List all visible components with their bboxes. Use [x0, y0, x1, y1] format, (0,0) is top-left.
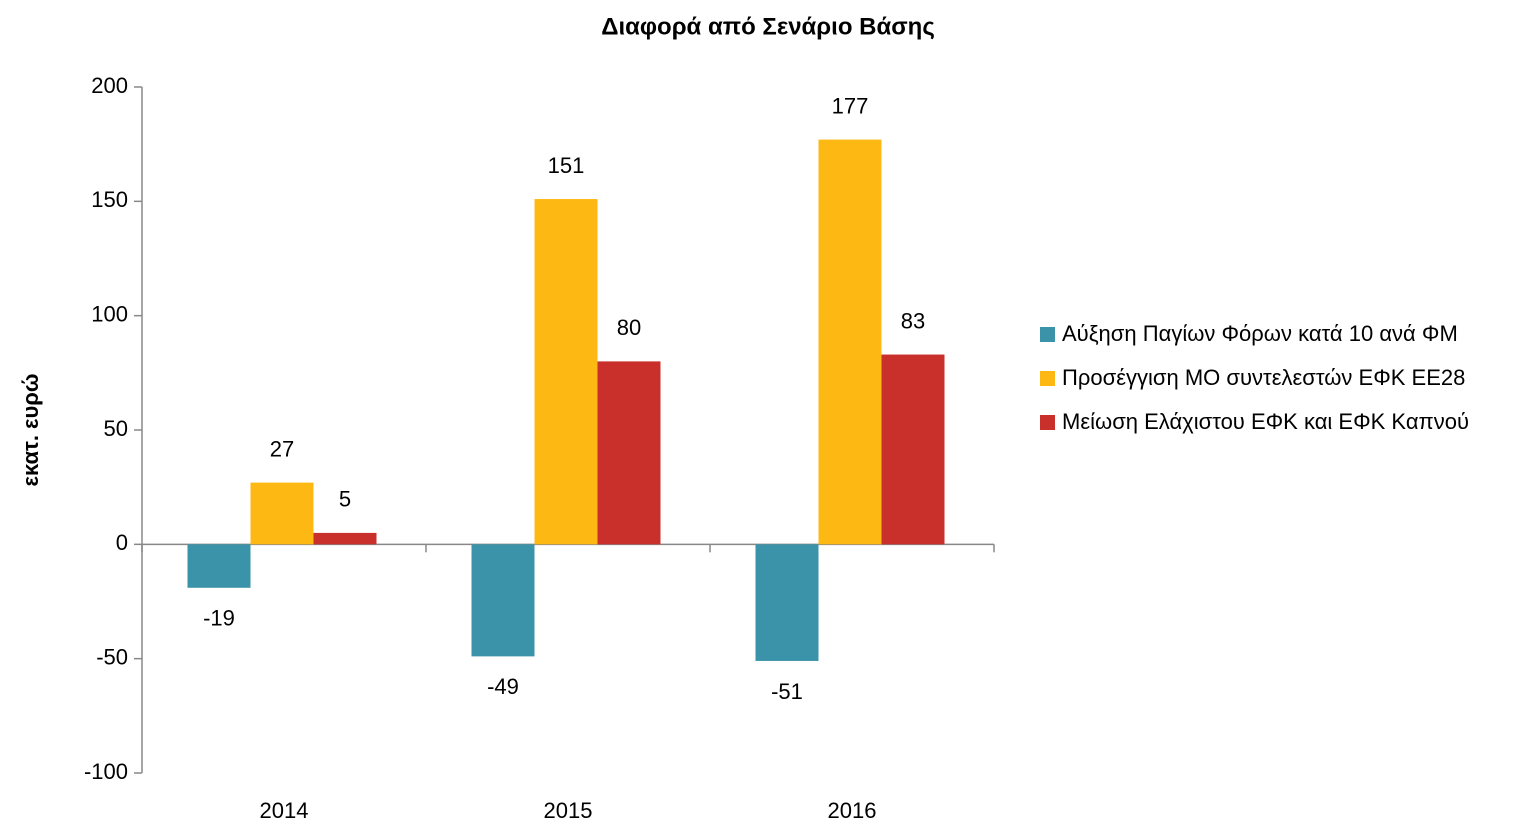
y-tick-label: 0 [116, 530, 128, 555]
legend-swatch [1040, 415, 1055, 430]
y-tick-label: 150 [91, 187, 128, 212]
legend-item: Προσέγγιση ΜΟ συντελεστών ΕΦΚ ΕΕ28 [1040, 362, 1535, 394]
legend-item: Αύξηση Παγίων Φόρων κατά 10 ανά ΦΜ [1040, 318, 1535, 350]
legend-swatch [1040, 371, 1055, 386]
value-label: 27 [270, 436, 294, 461]
value-label: 80 [617, 315, 641, 340]
bar [187, 544, 251, 588]
chart-title: Διαφορά από Σενάριο Βάσης [601, 13, 935, 40]
y-tick-label: 200 [91, 73, 128, 98]
x-tick-label: 2015 [544, 798, 593, 823]
bar [818, 139, 882, 545]
legend-item: Μείωση Ελάχιστου ΕΦΚ και ΕΦΚ Καπνού [1040, 406, 1535, 438]
bar [597, 361, 661, 545]
y-tick-label: -50 [96, 644, 128, 669]
value-label: -19 [203, 606, 235, 631]
value-label: -51 [771, 679, 803, 704]
legend-swatch [1040, 327, 1055, 342]
value-label: 151 [548, 153, 585, 178]
y-tick-label: 100 [91, 301, 128, 326]
x-tick-label: 2014 [260, 798, 309, 823]
y-tick-label: -100 [84, 759, 128, 784]
bar [534, 199, 598, 545]
x-tick-label: 2016 [828, 798, 877, 823]
legend-label: Μείωση Ελάχιστου ΕΦΚ και ΕΦΚ Καπνού [1062, 409, 1469, 434]
legend-label: Αύξηση Παγίων Φόρων κατά 10 ανά ΦΜ [1062, 321, 1458, 346]
bar [881, 354, 945, 545]
value-label: 5 [339, 487, 351, 512]
legend-label: Προσέγγιση ΜΟ συντελεστών ΕΦΚ ΕΕ28 [1062, 365, 1466, 390]
bar [471, 544, 535, 657]
bar [250, 482, 314, 545]
value-label: -49 [487, 674, 519, 699]
bar [313, 532, 377, 545]
y-tick-label: 50 [104, 416, 128, 441]
bar [755, 544, 819, 661]
legend: Αύξηση Παγίων Φόρων κατά 10 ανά ΦΜ Προσέγ… [1040, 318, 1535, 450]
value-label: 177 [832, 93, 869, 118]
y-axis-title: εκατ. ευρώ [18, 374, 43, 487]
value-label: 83 [901, 308, 925, 333]
